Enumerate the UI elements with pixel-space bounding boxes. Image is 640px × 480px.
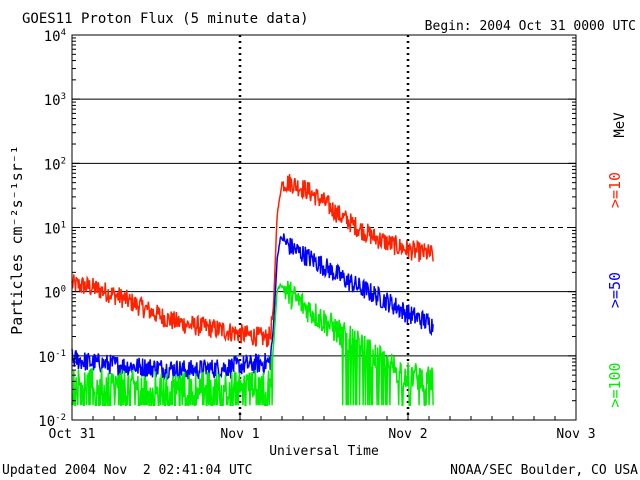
x-tick-label: Nov 1 — [220, 427, 259, 442]
x-axis-ticks: Oct 31 Nov 1 Nov 2 Nov 3 — [49, 412, 596, 442]
grid — [72, 35, 576, 420]
footer-credit: NOAA/SEC Boulder, CO USA — [450, 463, 638, 478]
series-line — [71, 174, 434, 348]
legend-unit: MeV — [612, 112, 628, 138]
data-series — [71, 174, 434, 406]
y-tick-label: 10-1 — [38, 349, 66, 366]
legend-entry: >=100 — [606, 362, 624, 407]
legend-entry: >=50 — [606, 272, 624, 308]
x-tick-label: Oct 31 — [49, 427, 96, 442]
legend-entry: >=10 — [606, 172, 624, 208]
y-axis-ticks: 10-2 10-1 100 101 102 103 104 — [38, 28, 576, 430]
y-tick-label: 101 — [44, 221, 66, 238]
y-tick-label: 100 — [44, 285, 66, 302]
y-tick-label: 10-2 — [38, 413, 66, 430]
x-tick-label: Nov 2 — [388, 427, 427, 442]
y-tick-label: 103 — [44, 92, 66, 109]
x-tick-label: Nov 3 — [556, 427, 595, 442]
legend: >=10 >=50 >=100 MeV — [606, 112, 628, 408]
y-axis-label: Particles cm⁻²s⁻¹sr⁻¹ — [8, 145, 26, 335]
chart-title: GOES11 Proton Flux (5 minute data) — [22, 11, 309, 27]
x-axis-label: Universal Time — [269, 444, 379, 459]
y-tick-label: 104 — [44, 28, 66, 45]
series-line — [71, 280, 434, 406]
footer-updated: Updated 2004 Nov 2 02:41:04 UTC — [2, 463, 252, 478]
y-tick-label: 102 — [44, 156, 66, 173]
begin-label: Begin: 2004 Oct 31 0000 UTC — [425, 19, 636, 34]
